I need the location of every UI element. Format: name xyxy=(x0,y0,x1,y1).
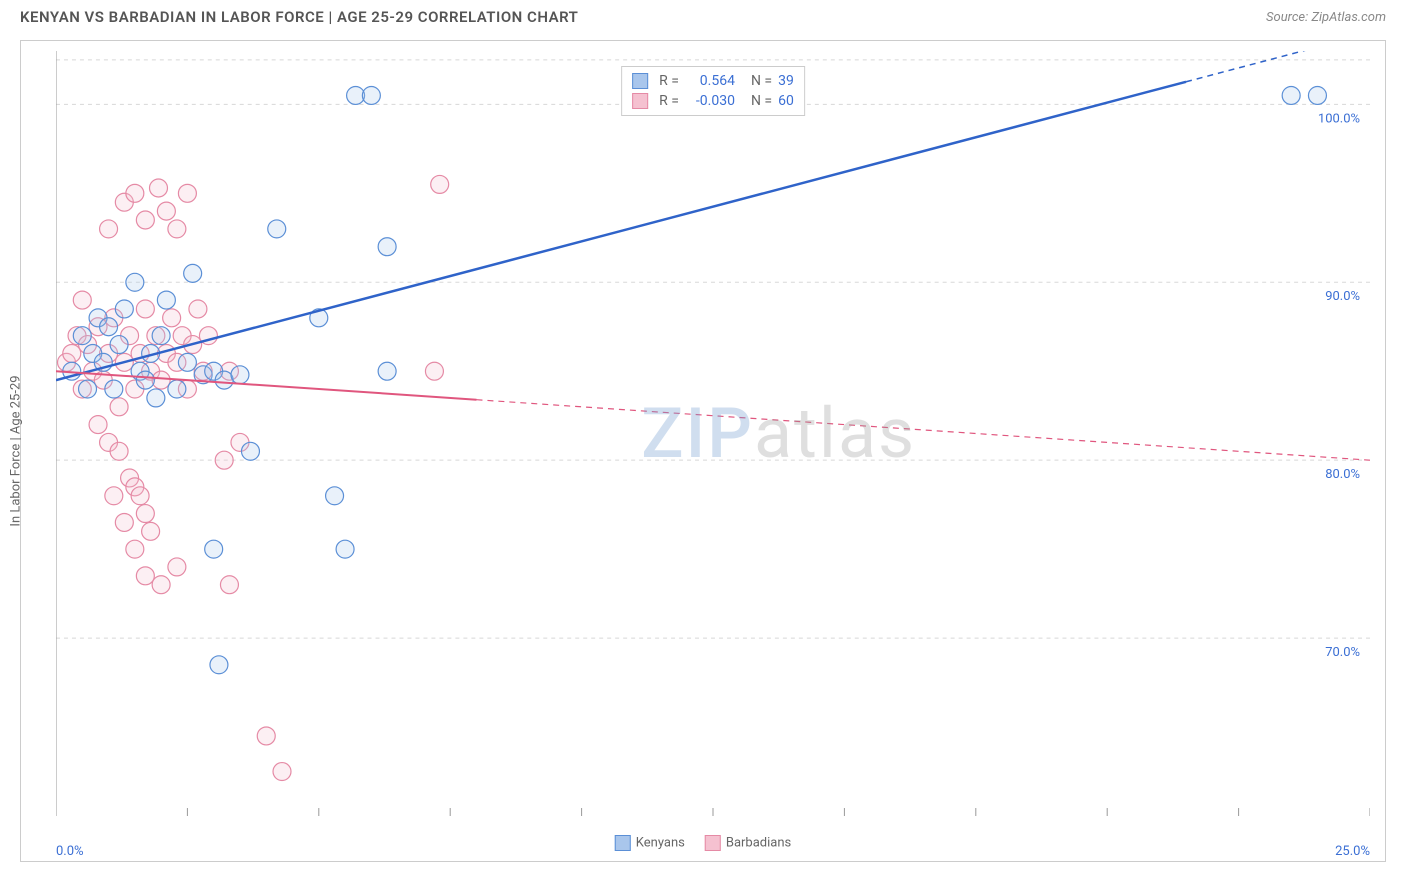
svg-text:80.0%: 80.0% xyxy=(1325,467,1360,482)
r-label: R = xyxy=(659,93,679,109)
n-label: N = xyxy=(751,93,772,109)
legend-item: Barbadians xyxy=(705,835,791,851)
r-value: -0.030 xyxy=(685,93,735,109)
n-value: 39 xyxy=(778,73,794,89)
y-axis-label: In Labor Force | Age 25-29 xyxy=(9,375,24,526)
chart-header: KENYAN VS BARBADIAN IN LABOR FORCE | AGE… xyxy=(0,0,1406,34)
legend-swatch xyxy=(632,93,648,109)
scatter-plot-svg: 70.0% 80.0% 90.0% 100.0% xyxy=(56,51,1370,816)
correlation-row: R = 0.564 N = 39 xyxy=(632,71,794,91)
correlation-row: R = -0.030 N = 60 xyxy=(632,91,794,111)
plot-area: 70.0%80.0%90.0%100.0% ZIPatlas R =0.564N… xyxy=(56,51,1370,816)
legend-item: Kenyans xyxy=(615,835,685,851)
n-value: 60 xyxy=(778,93,794,109)
legend-swatch xyxy=(705,835,721,851)
legend-label: Kenyans xyxy=(636,835,685,850)
svg-text:90.0%: 90.0% xyxy=(1325,289,1360,304)
svg-text:100.0%: 100.0% xyxy=(1318,111,1360,126)
svg-text:70.0%: 70.0% xyxy=(1325,645,1360,660)
source-attribution: Source: ZipAtlas.com xyxy=(1266,10,1386,25)
legend-label: Barbadians xyxy=(726,835,791,850)
source-name: ZipAtlas.com xyxy=(1311,10,1386,25)
chart-container: In Labor Force | Age 25-29 70.0%80.0%90.… xyxy=(20,40,1386,862)
n-label: N = xyxy=(751,73,772,89)
correlation-legend: R = 0.564 N = 39 R = -0.030 N = 60 xyxy=(621,66,805,116)
legend-swatch xyxy=(615,835,631,851)
legend-swatch xyxy=(632,73,648,89)
x-max-label: 25.0% xyxy=(1335,844,1370,859)
chart-title: KENYAN VS BARBADIAN IN LABOR FORCE | AGE… xyxy=(20,8,578,26)
source-label: Source: xyxy=(1266,10,1311,25)
series-legend: Kenyans Barbadians xyxy=(615,835,792,851)
r-value: 0.564 xyxy=(685,73,735,89)
x-min-label: 0.0% xyxy=(56,844,84,859)
r-label: R = xyxy=(659,73,679,89)
